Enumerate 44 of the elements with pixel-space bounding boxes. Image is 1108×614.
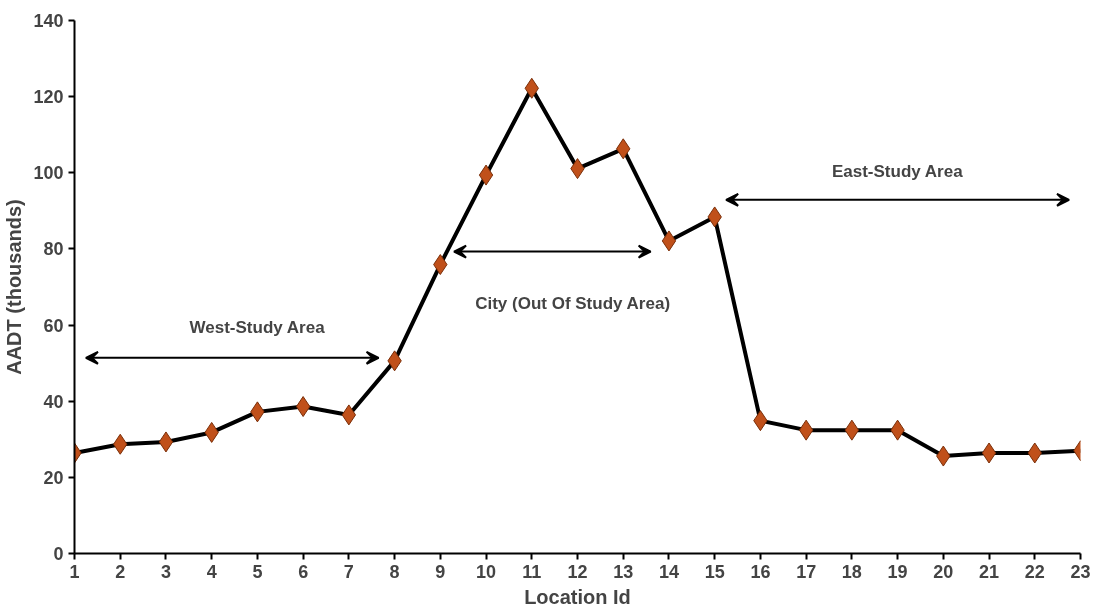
annotation: East-Study Area: [831, 162, 964, 182]
x-tick-label: 12: [567, 561, 588, 582]
y-tick-label: 20: [43, 467, 64, 488]
y-tick-label: 80: [43, 239, 64, 260]
x-tick-label: 8: [389, 561, 400, 582]
x-tick-label: 3: [160, 561, 171, 582]
y-tick-label: 40: [43, 391, 64, 412]
x-tick-label: 16: [750, 561, 771, 582]
x-tick-label: 2: [115, 561, 126, 582]
x-tick-label: 11: [522, 561, 542, 582]
annotation: West-Study Area: [189, 317, 326, 337]
point: [798, 419, 814, 441]
y-tick-label: 0: [53, 544, 64, 564]
x-tick-label: 23: [1070, 561, 1091, 582]
point: [661, 230, 677, 252]
x-tick-label: 15: [704, 561, 725, 582]
annotation: City (Out Of Study Area): [475, 294, 671, 314]
x-tick-label: 5: [252, 561, 263, 582]
x-tick-label: 1: [69, 561, 80, 582]
x-tick-label: 14: [658, 561, 679, 582]
y-tick-label: 60: [43, 315, 64, 336]
y-tick-label: 100: [33, 163, 64, 184]
x-axis-title: Location Id: [524, 585, 631, 608]
point: [341, 404, 357, 426]
x-tick-label: 9: [435, 561, 446, 582]
x-tick-label: 7: [343, 561, 354, 582]
point: [295, 396, 311, 418]
x-tick-label: 19: [887, 561, 908, 582]
y-axis-title: AADT (thousands): [3, 199, 26, 375]
x-tick-label: 21: [979, 561, 1000, 582]
x-tick-label: 4: [206, 561, 217, 582]
point: [981, 442, 997, 464]
x-tick-label: 10: [476, 561, 497, 582]
y-tick-label: 140: [33, 11, 64, 31]
point: [478, 164, 494, 186]
point: [844, 419, 860, 441]
y-tick-label: 120: [33, 87, 64, 108]
x-tick-label: 13: [613, 561, 634, 582]
x-tick-label: 18: [841, 561, 862, 582]
x-tick-label: 17: [796, 561, 817, 582]
x-tick-label: 22: [1024, 561, 1045, 582]
point: [158, 431, 174, 453]
x-tick-label: 6: [298, 561, 309, 582]
x-tick-label: 20: [933, 561, 954, 582]
